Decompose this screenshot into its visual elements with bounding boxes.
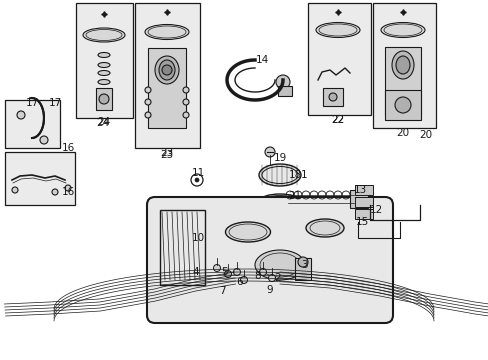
Circle shape (145, 99, 151, 105)
Ellipse shape (225, 222, 270, 242)
Text: 17: 17 (48, 98, 61, 108)
Circle shape (268, 274, 275, 282)
Text: 2: 2 (274, 273, 281, 283)
Circle shape (145, 112, 151, 118)
Circle shape (328, 93, 336, 101)
Text: 22: 22 (331, 115, 344, 125)
Bar (160, 210, 204, 285)
Text: 14: 14 (255, 55, 268, 65)
Text: 16: 16 (61, 187, 75, 197)
Circle shape (224, 270, 231, 278)
Circle shape (264, 147, 274, 157)
Bar (5, 100, 60, 148)
FancyBboxPatch shape (147, 197, 392, 323)
Text: 12: 12 (368, 205, 382, 215)
Circle shape (17, 111, 25, 119)
Bar (96, 88, 112, 110)
Ellipse shape (98, 63, 110, 68)
Text: 7: 7 (218, 286, 225, 296)
Bar (135, 3, 200, 148)
Bar (349, 190, 367, 208)
Circle shape (240, 276, 247, 284)
Ellipse shape (98, 80, 110, 85)
Circle shape (261, 204, 268, 212)
Circle shape (99, 94, 109, 104)
Circle shape (162, 65, 172, 75)
Text: 11: 11 (191, 168, 204, 178)
Circle shape (183, 112, 189, 118)
Circle shape (40, 136, 48, 144)
Text: 20: 20 (396, 128, 409, 138)
Circle shape (195, 178, 199, 182)
Text: 20: 20 (419, 130, 432, 140)
Text: 15: 15 (355, 217, 368, 227)
Bar (354, 209, 372, 219)
Circle shape (52, 189, 58, 195)
Text: 22: 22 (331, 115, 344, 125)
Text: 10: 10 (191, 233, 204, 243)
Bar (384, 47, 420, 115)
Text: 3: 3 (300, 260, 306, 270)
Bar (323, 88, 342, 106)
Text: 9: 9 (266, 285, 273, 295)
Bar (354, 185, 372, 195)
Bar (148, 48, 185, 128)
Circle shape (12, 187, 18, 193)
Circle shape (183, 99, 189, 105)
Circle shape (213, 265, 220, 271)
Ellipse shape (380, 22, 424, 37)
Ellipse shape (395, 56, 409, 74)
Bar (384, 90, 420, 120)
Ellipse shape (315, 22, 359, 37)
Bar (5, 152, 75, 205)
Ellipse shape (259, 164, 301, 186)
Ellipse shape (254, 250, 305, 280)
Bar (307, 3, 370, 115)
Circle shape (183, 87, 189, 93)
Text: 18: 18 (288, 170, 301, 180)
Text: 6: 6 (236, 277, 243, 287)
Circle shape (145, 87, 151, 93)
Text: 23: 23 (160, 150, 173, 160)
Text: 8: 8 (254, 271, 261, 281)
Text: 24: 24 (96, 118, 109, 128)
Circle shape (259, 269, 266, 275)
Bar (278, 86, 291, 96)
Text: 4: 4 (192, 267, 199, 277)
Ellipse shape (159, 60, 175, 80)
Circle shape (297, 257, 307, 267)
Text: 17: 17 (25, 98, 39, 108)
Bar (294, 258, 310, 280)
Ellipse shape (83, 28, 125, 42)
Bar (76, 3, 133, 118)
Ellipse shape (391, 51, 413, 79)
Text: 23: 23 (160, 148, 173, 158)
Text: 13: 13 (353, 185, 366, 195)
Text: 1: 1 (300, 170, 306, 180)
Ellipse shape (145, 24, 189, 40)
Text: 24: 24 (97, 117, 110, 127)
Circle shape (275, 75, 289, 89)
Ellipse shape (261, 194, 298, 206)
Circle shape (233, 269, 240, 275)
Text: 5: 5 (221, 267, 228, 277)
Circle shape (394, 97, 410, 113)
Bar (372, 3, 435, 128)
Bar (354, 197, 372, 207)
Text: 16: 16 (61, 143, 75, 153)
Text: 21: 21 (288, 191, 301, 201)
Circle shape (65, 185, 71, 191)
Ellipse shape (98, 53, 110, 58)
Text: 19: 19 (273, 153, 286, 163)
Ellipse shape (155, 56, 179, 84)
Ellipse shape (305, 219, 343, 237)
Ellipse shape (98, 71, 110, 76)
Ellipse shape (262, 166, 297, 184)
